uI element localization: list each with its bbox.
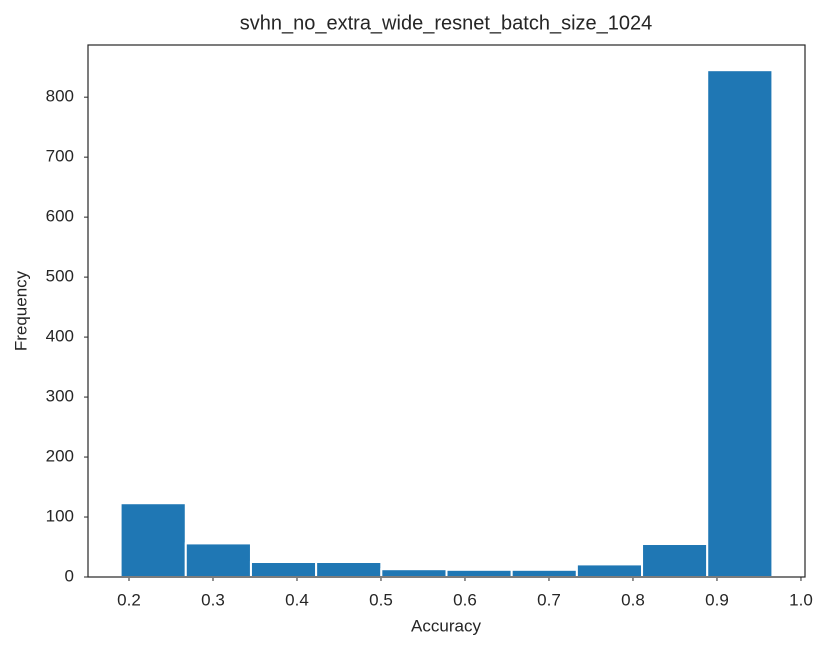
bar bbox=[119, 502, 187, 578]
y-tick-label: 0 bbox=[65, 566, 74, 585]
y-tick-label: 300 bbox=[46, 387, 74, 406]
bar bbox=[380, 568, 448, 579]
x-tick-label: 0.6 bbox=[453, 590, 477, 609]
y-tick-label: 200 bbox=[46, 447, 74, 466]
x-tick-label: 0.5 bbox=[369, 590, 393, 609]
y-tick-label: 100 bbox=[46, 507, 74, 526]
x-tick-label: 0.9 bbox=[705, 590, 729, 609]
bar bbox=[510, 568, 578, 579]
bar bbox=[445, 568, 513, 579]
bar bbox=[641, 543, 709, 578]
bar bbox=[706, 69, 774, 579]
x-axis-label: Accuracy bbox=[411, 616, 481, 635]
y-tick-label: 800 bbox=[46, 87, 74, 106]
y-tick-label: 400 bbox=[46, 327, 74, 346]
chart-title: svhn_no_extra_wide_resnet_batch_size_102… bbox=[240, 12, 653, 34]
x-tick-label: 0.7 bbox=[537, 590, 561, 609]
x-tick-label: 0.4 bbox=[285, 590, 309, 609]
y-tick-label: 500 bbox=[46, 267, 74, 286]
bar bbox=[315, 561, 383, 578]
bar bbox=[575, 563, 644, 578]
plot-frame bbox=[87, 44, 806, 578]
x-tick-label: 0.8 bbox=[621, 590, 645, 609]
bar bbox=[249, 561, 318, 578]
bar bbox=[184, 542, 252, 578]
x-tick-label: 0.3 bbox=[201, 590, 225, 609]
y-tick-label: 700 bbox=[46, 147, 74, 166]
y-tick-label: 600 bbox=[46, 207, 74, 226]
x-tick-label: 0.2 bbox=[117, 590, 141, 609]
y-axis-label: Frequency bbox=[11, 270, 30, 351]
x-tick-label: 1.0 bbox=[789, 590, 813, 609]
